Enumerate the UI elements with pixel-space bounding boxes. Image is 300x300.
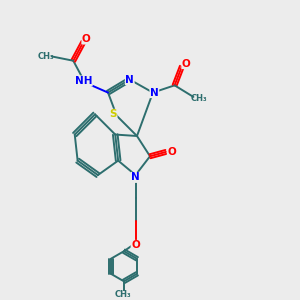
- Text: O: O: [82, 34, 91, 44]
- Text: O: O: [131, 240, 140, 250]
- Text: O: O: [167, 147, 176, 157]
- Text: S: S: [110, 109, 117, 119]
- Text: CH₃: CH₃: [191, 94, 208, 103]
- Text: NH: NH: [75, 76, 92, 86]
- Text: CH₃: CH₃: [114, 290, 131, 299]
- Text: N: N: [150, 88, 159, 98]
- Text: CH₃: CH₃: [38, 52, 54, 61]
- Text: N: N: [131, 172, 140, 182]
- Text: O: O: [182, 58, 190, 69]
- Text: N: N: [125, 75, 134, 85]
